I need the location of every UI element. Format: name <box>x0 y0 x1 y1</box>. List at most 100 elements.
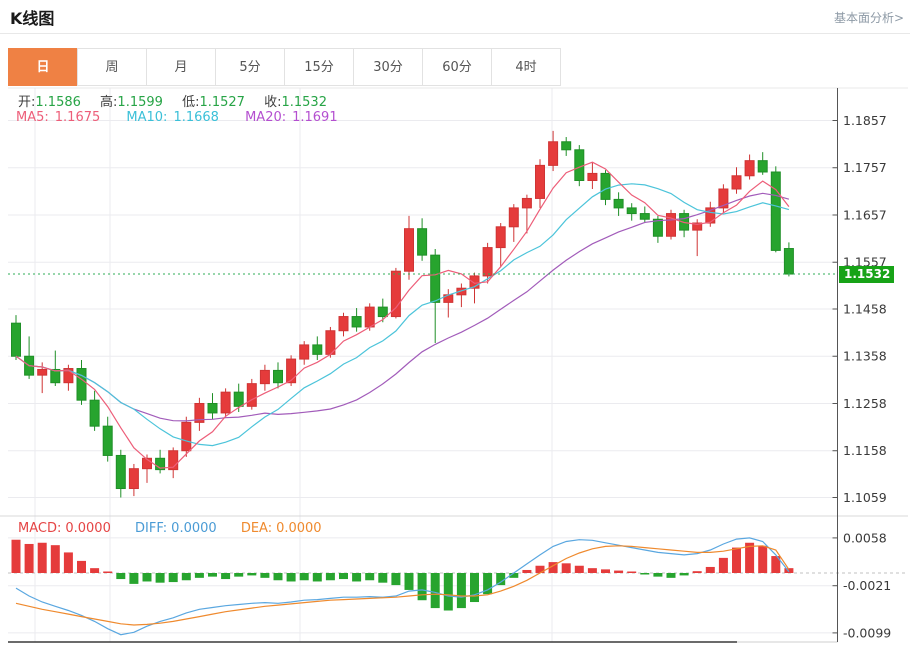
candle-up <box>220 391 231 414</box>
macd-bar-negative <box>483 573 493 595</box>
candle-up <box>718 188 729 209</box>
macd-bar-negative <box>365 573 375 581</box>
candle-down <box>652 218 663 237</box>
candle-down <box>417 228 428 256</box>
candle-up <box>495 226 506 249</box>
price-axis-label: 1.1158 <box>843 443 887 458</box>
macd-bar-negative <box>417 573 427 601</box>
candle-up <box>364 306 375 328</box>
candle-down <box>115 454 126 490</box>
tab-4时[interactable]: 4时 <box>491 48 561 86</box>
candle-down <box>613 198 624 209</box>
diff-value: 0.0000 <box>171 521 217 536</box>
macd-bar-negative <box>181 573 191 581</box>
ma-legend: MA5: 1.1675 MA10: 1.1668 MA20: 1.1691 <box>16 110 344 125</box>
macd-bar-positive <box>771 556 781 573</box>
close-value: 1.1532 <box>281 95 327 110</box>
macd-bar-negative <box>378 573 388 583</box>
candle-down <box>561 141 572 151</box>
macd-bar-negative <box>116 573 126 580</box>
macd-bar-negative <box>404 573 414 590</box>
low-value: 1.1527 <box>199 95 245 110</box>
page-title: K线图 <box>10 9 55 28</box>
candle-down <box>757 160 768 173</box>
candle-up <box>181 421 192 452</box>
macd-bar-positive <box>522 569 532 573</box>
candle-down <box>89 399 100 427</box>
candle-up <box>548 141 559 166</box>
macd-bar-negative <box>430 573 440 609</box>
dea-label: DEA: <box>240 521 273 536</box>
candle-up <box>259 369 270 385</box>
macd-bar-negative <box>286 573 296 582</box>
candle-down <box>351 316 362 328</box>
candle-up <box>469 275 480 289</box>
candle-up <box>666 213 676 237</box>
macd-bar-negative <box>247 573 257 576</box>
candle-down <box>639 213 650 220</box>
tab-5分[interactable]: 5分 <box>215 48 285 86</box>
candle-up <box>194 402 205 423</box>
macd-bar-positive <box>627 571 637 573</box>
close-label: 收: <box>264 95 282 110</box>
candle-up <box>508 207 519 228</box>
open-label: 开: <box>18 95 36 110</box>
dea-line <box>15 545 790 626</box>
candle-down <box>600 172 611 200</box>
macd-bar-negative <box>352 573 362 582</box>
macd-axis-label: -0.0021 <box>843 578 891 593</box>
candle-down <box>155 457 166 471</box>
macd-bar-positive <box>614 570 624 573</box>
candle-down <box>233 391 244 407</box>
macd-bar-positive <box>561 563 571 573</box>
macd-bar-negative <box>653 573 663 577</box>
macd-bar-positive <box>745 542 755 573</box>
candle-up <box>286 358 297 384</box>
macd-bar-positive <box>758 545 768 573</box>
macd-bar-positive <box>50 545 60 573</box>
macd-bar-positive <box>11 539 21 573</box>
macd-bar-positive <box>718 557 728 573</box>
candle-up <box>299 344 310 360</box>
candle-down <box>430 254 441 303</box>
tab-周[interactable]: 周 <box>77 48 147 86</box>
high-value: 1.1599 <box>117 95 163 110</box>
tab-日[interactable]: 日 <box>8 48 78 86</box>
ma10-line <box>15 183 790 447</box>
candle-up <box>731 175 742 190</box>
last-price-tag: 1.1532 <box>839 265 894 283</box>
macd-bars <box>11 539 794 611</box>
macd-bar-positive <box>692 571 702 573</box>
candle-up <box>587 172 598 181</box>
macd-bar-positive <box>548 562 558 573</box>
ma5-line <box>15 161 790 469</box>
candle-down <box>783 248 794 275</box>
fundamental-analysis-link[interactable]: 基本面分析> <box>833 11 904 25</box>
macd-bar-negative <box>679 573 689 576</box>
tab-月[interactable]: 月 <box>146 48 216 86</box>
tab-60分[interactable]: 60分 <box>422 48 492 86</box>
macd-bar-positive <box>24 543 34 573</box>
macd-bar-negative <box>234 573 244 577</box>
tab-15分[interactable]: 15分 <box>284 48 354 86</box>
macd-axis-label: -0.0099 <box>843 625 891 640</box>
dea-value: 0.0000 <box>276 521 322 536</box>
tab-30分[interactable]: 30分 <box>353 48 423 86</box>
ohlc-legend: 开:1.1586 高:1.1599 低:1.1527 收:1.1532 <box>18 91 342 110</box>
candle-down <box>11 322 21 357</box>
open-value: 1.1586 <box>35 95 81 110</box>
header-divider <box>0 33 910 34</box>
candle-down <box>626 207 637 215</box>
macd-bar-negative <box>509 573 519 578</box>
high-label: 高: <box>100 95 118 110</box>
macd-bar-negative <box>666 573 676 578</box>
ma5-label: MA5: <box>16 110 49 125</box>
candle-up <box>521 197 532 209</box>
candle-up <box>535 164 545 199</box>
price-axis-label: 1.1258 <box>843 396 887 411</box>
macd-bar-negative <box>443 573 453 611</box>
price-axis-label: 1.1857 <box>843 113 887 128</box>
macd-bar-positive <box>705 566 715 573</box>
ma20-line <box>15 192 790 422</box>
price-axis-label: 1.1657 <box>843 207 887 222</box>
